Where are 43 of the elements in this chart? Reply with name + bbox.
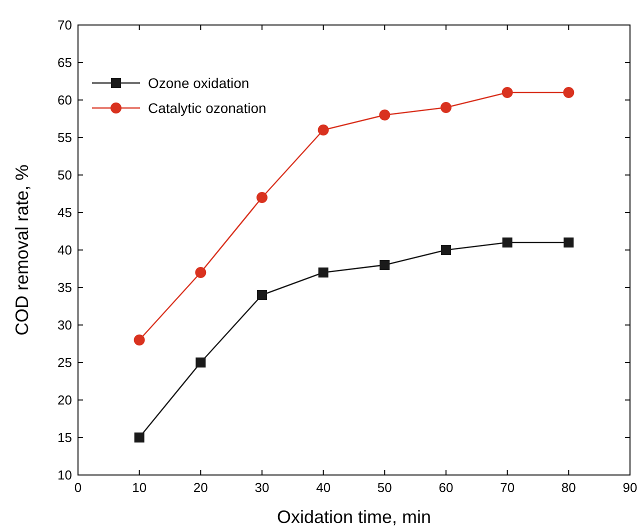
y-tick-label: 10 <box>58 468 72 482</box>
point <box>564 238 574 248</box>
y-tick-label: 70 <box>58 18 72 32</box>
y-tick-label: 15 <box>58 430 72 445</box>
y-tick-label: 20 <box>58 392 72 408</box>
x-tick-label: 0 <box>74 480 82 495</box>
point <box>441 245 451 255</box>
point <box>134 432 144 442</box>
point <box>502 238 512 248</box>
y-tick-label: 35 <box>58 280 72 295</box>
x-tick-label: 30 <box>254 480 270 495</box>
point <box>134 334 145 346</box>
y-tick-label: 25 <box>58 355 72 370</box>
point <box>379 110 390 120</box>
point <box>440 102 452 113</box>
point <box>563 87 574 98</box>
x-tick-label: 60 <box>438 480 454 495</box>
y-tick-label: 55 <box>58 130 72 145</box>
point <box>257 290 267 300</box>
y-tick-label: 65 <box>58 55 72 70</box>
legend-label: Catalytic ozonation <box>148 100 266 116</box>
x-tick-label: 50 <box>377 480 392 495</box>
y-tick-label: 40 <box>58 242 72 258</box>
x-tick-label: 80 <box>561 480 576 495</box>
y-tick-label: 30 <box>58 318 72 332</box>
x-tick-label: 90 <box>622 480 638 495</box>
x-tick-label: 70 <box>500 480 515 495</box>
point <box>256 192 268 203</box>
point <box>196 358 206 368</box>
y-tick-label: 60 <box>58 92 72 108</box>
point <box>318 268 328 278</box>
x-tick-label: 20 <box>193 480 208 495</box>
point <box>195 267 206 278</box>
legend-label: Ozone oxidation <box>148 75 250 91</box>
y-axis-title: COD removal rate, % <box>12 164 32 336</box>
y-tick-label: 50 <box>58 168 72 182</box>
x-tick-label: 10 <box>132 480 147 495</box>
point <box>380 260 390 270</box>
x-tick-label: 40 <box>316 480 331 495</box>
point <box>502 87 513 98</box>
point <box>318 124 329 136</box>
x-axis-title: Oxidation time, min <box>276 507 432 527</box>
y-tick-label: 45 <box>58 205 72 220</box>
